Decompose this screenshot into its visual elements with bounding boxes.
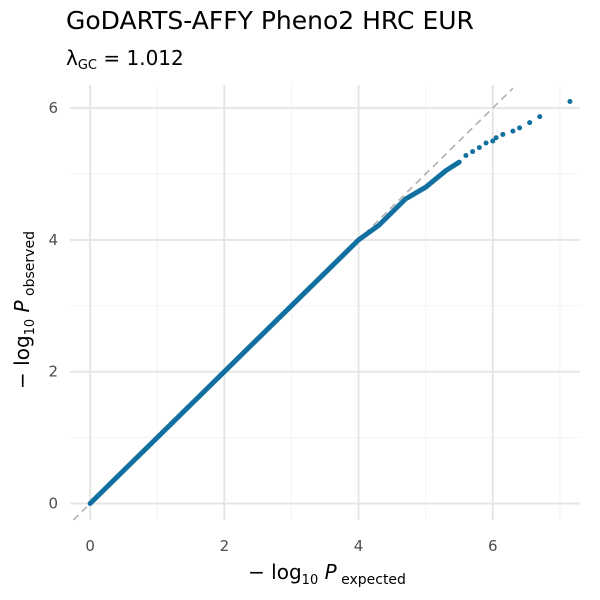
data-point (493, 135, 499, 141)
data-point (517, 125, 523, 131)
y-tick-label: 2 (48, 363, 58, 381)
lambda-value: 1.012 (126, 46, 184, 70)
data-point (500, 131, 506, 137)
data-point (567, 98, 573, 104)
x-axis-label: − log10 P expected (248, 560, 406, 588)
x-tick-label: 6 (488, 537, 498, 555)
data-point (476, 145, 482, 151)
lambda-symbol: λ (66, 46, 78, 70)
y-tick-label: 6 (48, 99, 58, 117)
chart-title: GoDARTS-AFFY Pheno2 HRC EUR (66, 6, 474, 35)
data-point (490, 138, 496, 144)
y-axis-label: − log10 P observed (10, 231, 38, 389)
data-point-band (87, 159, 462, 506)
data-point (527, 120, 533, 126)
lambda-equals: = (97, 46, 127, 70)
grid (70, 85, 580, 520)
chart-subtitle: λGC = 1.012 (66, 46, 184, 73)
data-points (87, 98, 573, 506)
lambda-subscript: GC (77, 58, 97, 73)
data-point (510, 128, 516, 134)
data-point (463, 153, 469, 159)
x-tick-label: 4 (354, 537, 364, 555)
y-tick-label: 0 (48, 495, 58, 513)
x-tick-label: 0 (85, 537, 95, 555)
x-tick-label: 2 (220, 537, 230, 555)
data-point (470, 149, 476, 155)
data-point (483, 140, 489, 146)
data-point (537, 114, 543, 120)
axis-labels: − log10 P expected − log10 P observed (10, 231, 406, 588)
y-tick-label: 4 (48, 231, 58, 249)
tick-labels: 0 2 4 6 0 2 4 6 (48, 99, 497, 555)
